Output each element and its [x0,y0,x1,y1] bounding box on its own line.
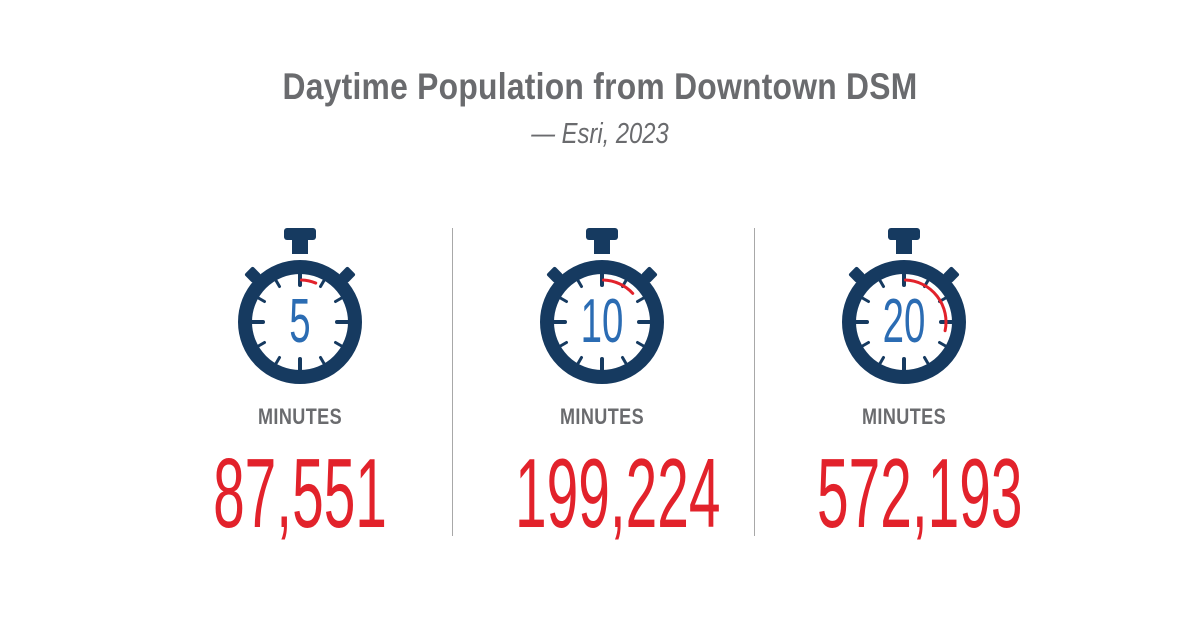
divider-1 [452,228,453,536]
stopwatch-icon: 10 [540,228,664,384]
stat-5-minutes: 5 MINUTES 87,551 [150,220,450,560]
minutes-label: MINUTES [257,404,343,429]
minutes-label: MINUTES [861,404,947,429]
stopwatch-minutes: 20 [883,286,926,356]
page-subtitle: — Esri, 2023 [531,118,669,150]
stopwatch-minutes: 5 [289,286,310,356]
population-value: 87,551 [213,438,387,548]
divider-2 [754,228,755,536]
stopwatch-minutes: 10 [581,286,624,356]
minutes-label: MINUTES [559,404,645,429]
stat-10-minutes: 10 MINUTES 199,224 [452,220,752,560]
stat-20-minutes: 20 MINUTES 572,193 [754,220,1054,560]
stopwatch-icon: 5 [238,228,362,384]
population-value: 572,193 [817,438,1023,548]
page-title: Daytime Population from Downtown DSM [282,66,918,107]
population-value: 199,224 [515,438,721,548]
stopwatch-icon: 20 [842,228,966,384]
